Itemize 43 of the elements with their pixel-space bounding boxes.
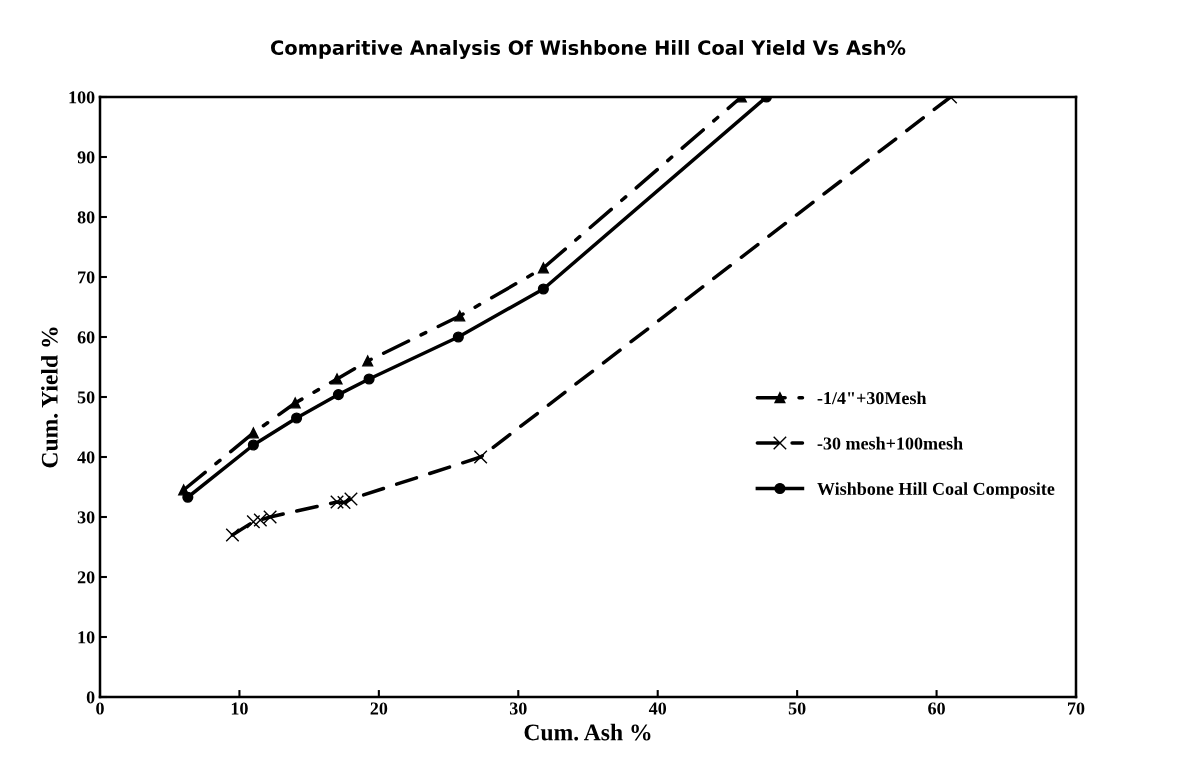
x-tick-label: 30 (509, 702, 527, 715)
x-tick-label: 40 (648, 702, 667, 715)
point (253, 513, 268, 527)
point (473, 450, 488, 464)
y-tick-label: 20 (77, 571, 95, 584)
point (331, 373, 343, 385)
point (291, 412, 303, 424)
x-tick-label: 0 (96, 702, 104, 715)
legend-label: -1/4"+30Mesh (817, 391, 927, 405)
point (537, 283, 549, 295)
point (247, 439, 259, 451)
point (452, 331, 464, 343)
point (537, 262, 549, 274)
point (332, 389, 344, 401)
x-axis-title: Cum. Ash % (524, 723, 651, 741)
x-tick-label: 70 (1068, 702, 1085, 715)
point (246, 514, 261, 529)
x-tick-label: 50 (788, 702, 806, 715)
y-tick-label: 40 (77, 451, 95, 464)
point (263, 510, 278, 524)
y-tick-label: 70 (78, 271, 95, 284)
point (454, 310, 466, 322)
point (363, 373, 375, 385)
point (182, 491, 194, 503)
x-tick-label: 20 (370, 702, 388, 715)
point (289, 397, 301, 409)
chart-title: Comparitive Analysis Of Wishbone Hill Coal Yield Vs Ash% (271, 40, 906, 59)
y-tick-label: 10 (78, 631, 95, 644)
point (337, 495, 351, 510)
y-tick-label: 30 (77, 511, 95, 524)
y-tick-label: 50 (77, 391, 95, 404)
x-tick-label: 60 (928, 702, 945, 715)
y-tick-label: 60 (77, 331, 95, 344)
x-tick-label: 10 (231, 702, 248, 715)
point (225, 528, 240, 542)
y-tick-label: 80 (77, 211, 95, 224)
legend-label: Wishbone Hill Coal Composite (817, 482, 1055, 499)
y-tick-label: 90 (77, 151, 95, 164)
legend-label: -30 mesh+100mesh (817, 436, 963, 450)
point (362, 355, 374, 367)
y-axis-title: Cum. Yield % (41, 327, 58, 468)
y-tick-label: 0 (86, 691, 95, 704)
y-tick-label: 100 (69, 91, 95, 104)
